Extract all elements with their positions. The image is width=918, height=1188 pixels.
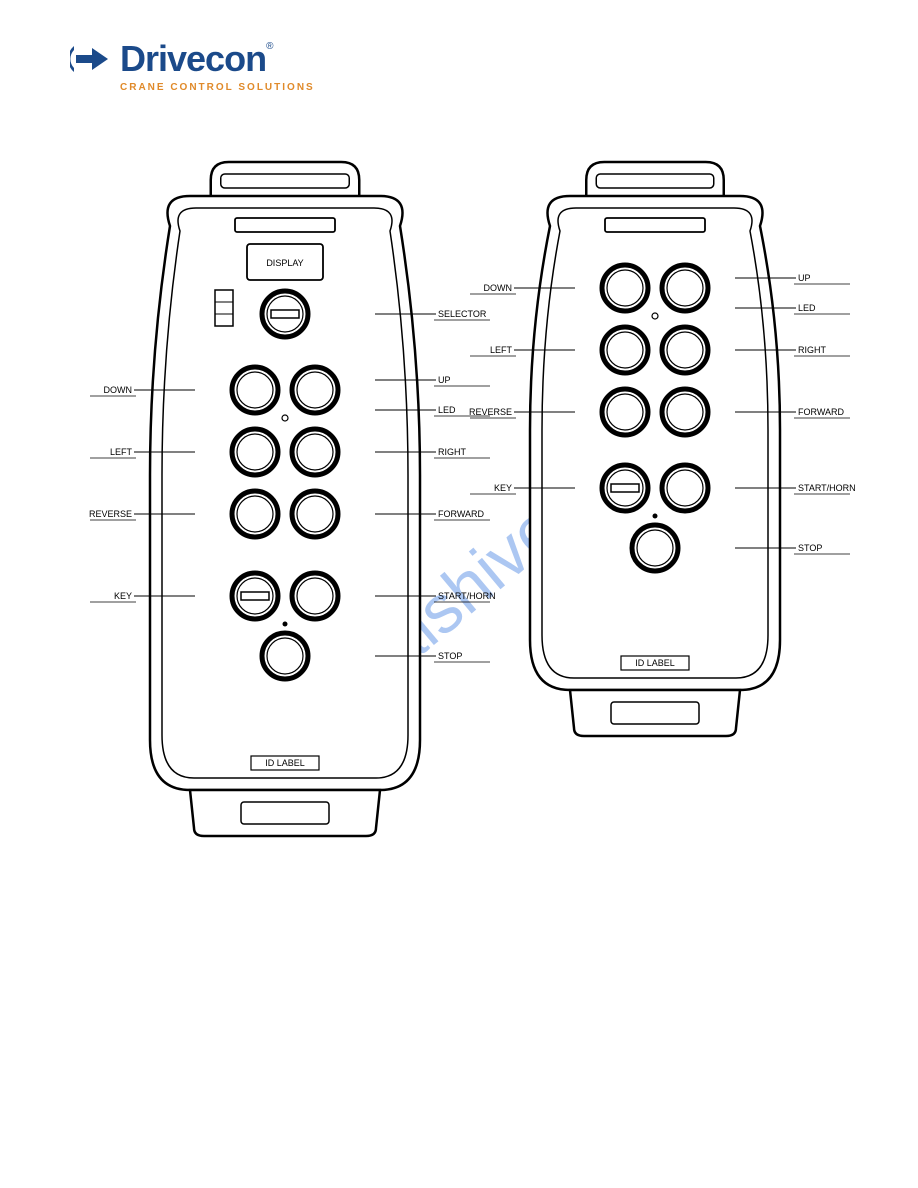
svg-text:RIGHT: RIGHT [798, 345, 827, 355]
svg-text:LEFT: LEFT [490, 345, 513, 355]
svg-text:RIGHT: RIGHT [438, 447, 467, 457]
right-remote-diagram: DOWN LEFT REVERSE KEY UP LED RIGHT FORWARD START… [469, 162, 856, 736]
svg-text:DISPLAY: DISPLAY [266, 258, 303, 268]
svg-text:REVERSE: REVERSE [469, 407, 512, 417]
svg-text:REVERSE: REVERSE [89, 509, 132, 519]
svg-text:LED: LED [438, 405, 456, 415]
svg-text:KEY: KEY [114, 591, 132, 601]
svg-text:SELECTOR: SELECTOR [438, 309, 487, 319]
svg-text:STOP: STOP [438, 651, 462, 661]
left-remote-diagram: DISPLAY DOWN LEFT REVERSE KEY SELECTOR UP LED RI… [89, 162, 496, 836]
svg-text:LED: LED [798, 303, 816, 313]
svg-text:LEFT: LEFT [110, 447, 133, 457]
svg-text:STOP: STOP [798, 543, 822, 553]
svg-text:FORWARD: FORWARD [798, 407, 844, 417]
svg-text:UP: UP [438, 375, 451, 385]
svg-text:ID LABEL: ID LABEL [265, 758, 305, 768]
svg-text:DOWN: DOWN [484, 283, 513, 293]
svg-text:UP: UP [798, 273, 811, 283]
technical-diagram: DISPLAY DOWN LEFT REVERSE KEY SELECTOR UP LED RI… [0, 0, 918, 1188]
svg-text:START/HORN: START/HORN [438, 591, 496, 601]
svg-text:ID LABEL: ID LABEL [635, 658, 675, 668]
svg-text:START/HORN: START/HORN [798, 483, 856, 493]
svg-text:DOWN: DOWN [104, 385, 133, 395]
svg-text:KEY: KEY [494, 483, 512, 493]
svg-text:FORWARD: FORWARD [438, 509, 484, 519]
